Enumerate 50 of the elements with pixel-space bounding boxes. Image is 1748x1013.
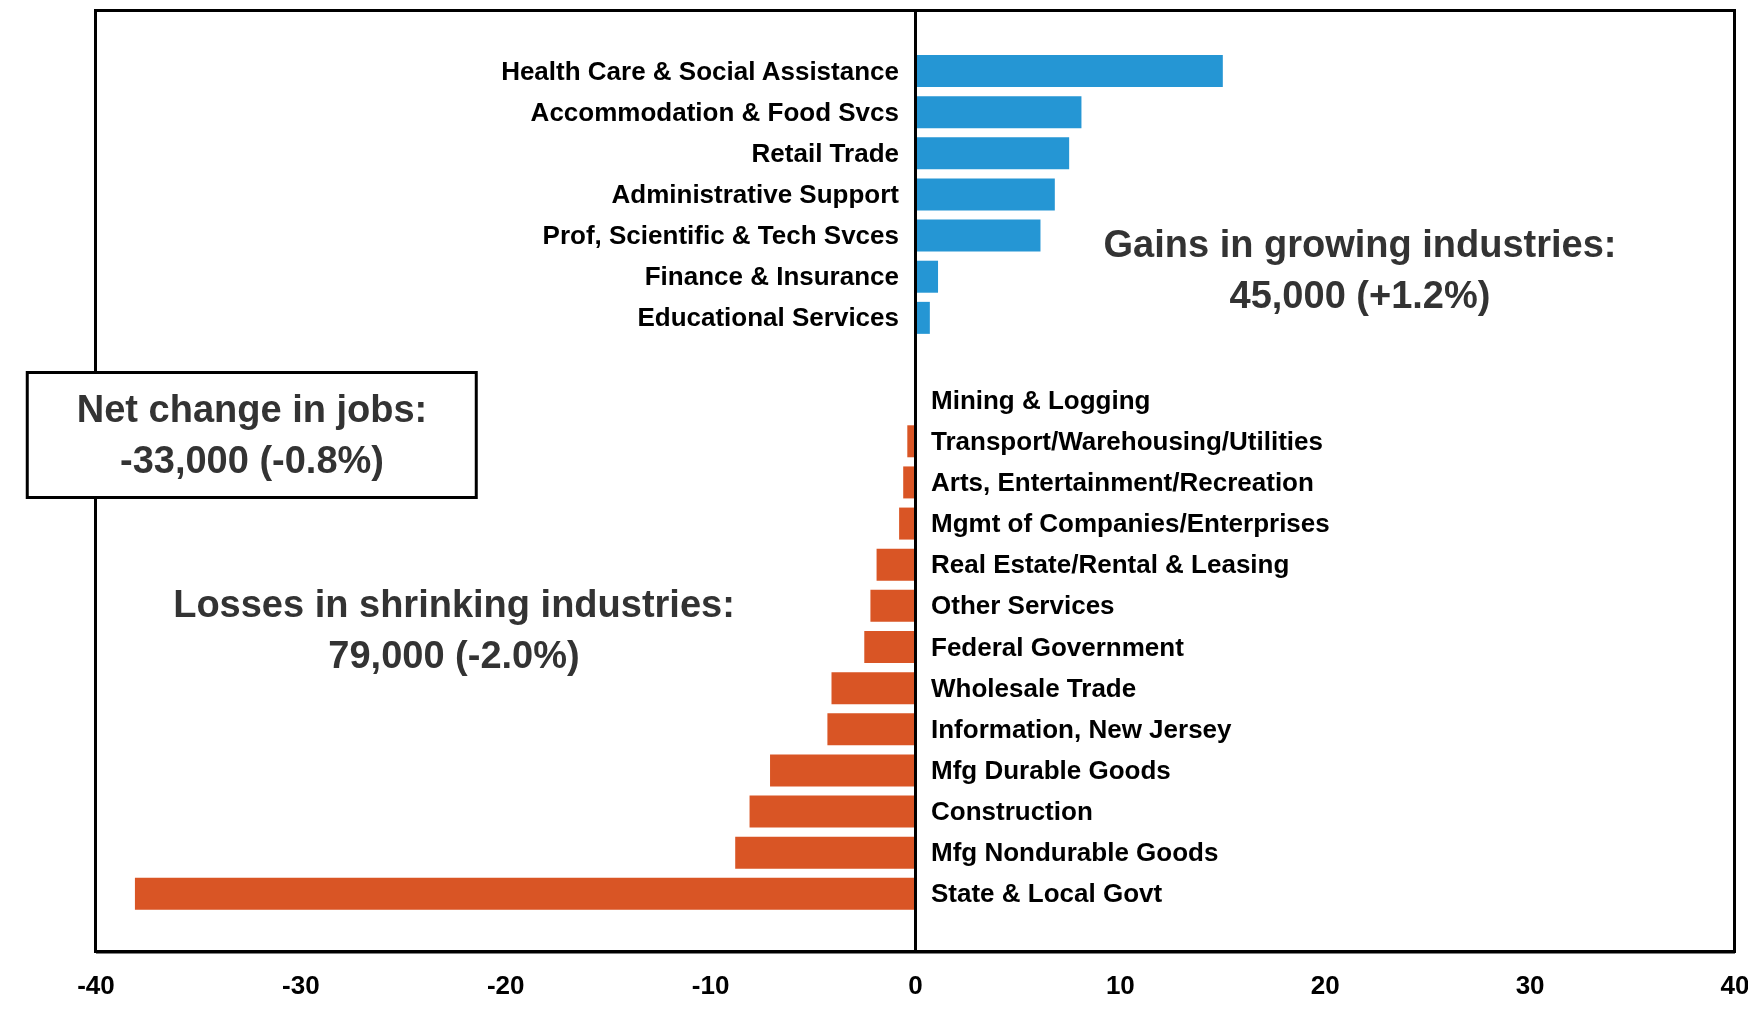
annotation: Losses in shrinking industries: 79,000 (-2.0%) — [173, 582, 735, 678]
y-tick-label: Other Services — [931, 590, 1115, 621]
y-tick-label: Finance & Insurance — [644, 261, 899, 292]
bar — [876, 548, 916, 581]
bar — [770, 754, 916, 787]
bar — [915, 178, 1055, 211]
y-tick-label: State & Local Govt — [931, 878, 1163, 909]
bar — [915, 55, 1223, 87]
x-tick-label: 20 — [1310, 970, 1340, 1001]
y-tick-label: Mfg Durable Goods — [931, 755, 1171, 785]
bar — [864, 631, 916, 663]
x-tick-label: 30 — [1515, 970, 1545, 1001]
bar — [915, 96, 1082, 129]
bar — [749, 795, 916, 828]
annotation: Net change in jobs: -33,000 (-0.8%) — [25, 371, 479, 499]
y-tick-label: Health Care & Social Assistance — [501, 55, 899, 86]
y-tick-label: Prof, Scientific & Tech Svces — [542, 220, 899, 251]
y-tick-label: Mgmt of Companies/Enterprises — [931, 508, 1330, 539]
bar — [903, 466, 916, 499]
x-tick-label: -40 — [77, 970, 115, 1001]
bar — [915, 301, 930, 334]
bar — [915, 219, 1041, 252]
y-tick-label: Information, New Jersey — [931, 713, 1233, 744]
x-tick-label: 10 — [1105, 970, 1135, 1001]
y-tick-label: Arts, Entertainment/Recreation — [931, 467, 1314, 497]
y-tick-label: Real Estate/Rental & Leasing — [931, 549, 1290, 580]
x-tick-label: -20 — [486, 970, 525, 1001]
bar — [870, 589, 916, 622]
bar — [831, 672, 916, 705]
bar — [915, 137, 1070, 170]
x-tick-label: -10 — [691, 970, 730, 1001]
y-tick-label: Retail Trade — [751, 137, 899, 168]
y-tick-label: Mining & Logging — [931, 384, 1151, 415]
annotation: Gains in growing industries: 45,000 (+1.2%) — [1103, 222, 1617, 318]
y-tick-label: Construction — [931, 796, 1093, 827]
bar — [915, 260, 939, 293]
y-tick-label: Federal Government — [931, 631, 1185, 662]
x-tick-label: -30 — [282, 970, 320, 1001]
bar — [827, 713, 916, 746]
y-tick-label: Wholesale Trade — [931, 672, 1137, 703]
bar — [899, 507, 916, 540]
y-tick-label: Educational Services — [637, 302, 899, 333]
bar — [134, 877, 916, 910]
y-tick-label: Administrative Support — [611, 179, 900, 209]
x-tick-label: 40 — [1720, 970, 1748, 1001]
y-tick-label: Mfg Nondurable Goods — [931, 837, 1219, 868]
y-tick-label: Accommodation & Food Svcs — [530, 96, 899, 127]
bar — [735, 836, 916, 869]
x-tick-label: 0 — [908, 970, 923, 1001]
y-tick-label: Transport/Warehousing/Utilities — [931, 425, 1323, 456]
